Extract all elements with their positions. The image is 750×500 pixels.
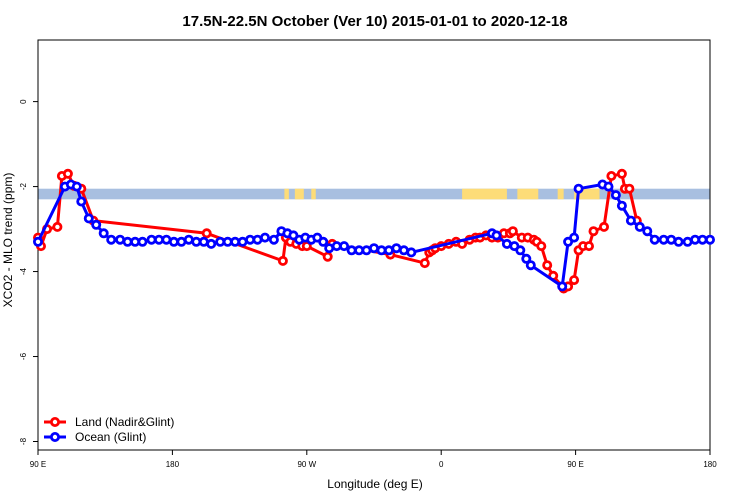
data-point <box>603 181 614 192</box>
data-point <box>277 255 288 266</box>
data-point <box>610 190 621 201</box>
data-point <box>98 228 109 239</box>
data-point <box>91 219 102 230</box>
data-point <box>588 226 599 237</box>
data-point <box>268 234 279 245</box>
data-point <box>137 236 148 247</box>
data-point <box>406 247 417 258</box>
data-point <box>616 200 627 211</box>
y-axis-label: XCO2 - MLO trend (ppm) <box>1 173 15 308</box>
data-point <box>62 168 73 179</box>
data-point <box>83 213 94 224</box>
series-land <box>33 168 642 294</box>
data-point <box>673 236 684 247</box>
land-mask-band <box>38 188 710 200</box>
data-point <box>634 221 645 232</box>
data-point <box>542 260 553 271</box>
y-tick-label: -8 <box>19 437 28 445</box>
data-point <box>259 232 270 243</box>
x-tick-label: 90 E <box>30 460 46 469</box>
data-point <box>557 281 568 292</box>
land-segment <box>517 188 539 200</box>
legend: Land (Nadir&Glint) Ocean (Glint) <box>44 415 174 444</box>
data-point <box>33 236 44 247</box>
y-tick-label: -4 <box>19 267 28 275</box>
data-point <box>491 230 502 241</box>
legend-ocean-label: Ocean (Glint) <box>75 430 146 444</box>
x-tick-label: 180 <box>703 460 717 469</box>
data-point <box>569 232 580 243</box>
data-point <box>573 183 584 194</box>
data-point <box>206 238 217 249</box>
data-point <box>606 170 617 181</box>
land-segment <box>311 188 316 200</box>
land-segment <box>557 188 564 200</box>
y-tick-label: 0 <box>19 99 28 104</box>
y-tick-label: -2 <box>19 182 28 190</box>
data-point <box>599 221 610 232</box>
data-point <box>71 181 82 192</box>
y-axis: 0 -2 -4 -6 -8 <box>19 99 38 445</box>
legend-ocean-marker <box>50 431 61 442</box>
x-tick-label: 90 W <box>297 460 316 469</box>
x-axis: 90 E 180 90 W 0 90 E 180 <box>30 450 717 469</box>
series-layer <box>33 168 716 294</box>
data-point <box>507 226 518 237</box>
series-ocean <box>33 179 716 292</box>
data-point <box>624 183 635 194</box>
data-point <box>76 196 87 207</box>
x-axis-label: Longitude (deg E) <box>327 477 422 491</box>
data-point <box>616 168 627 179</box>
chart-title: 17.5N-22.5N October (Ver 10) 2015-01-01 … <box>182 13 567 30</box>
data-point <box>301 241 312 252</box>
land-segment <box>462 188 507 200</box>
data-point <box>521 253 532 264</box>
y-tick-label: -6 <box>19 352 28 360</box>
x-tick-label: 180 <box>166 460 180 469</box>
ocean-band <box>38 188 710 200</box>
land-segment <box>284 188 289 200</box>
data-point <box>318 236 329 247</box>
data-point <box>106 234 117 245</box>
data-point <box>419 258 430 269</box>
data-point <box>569 275 580 286</box>
data-point <box>339 241 350 252</box>
data-point <box>201 228 212 239</box>
data-point <box>52 221 63 232</box>
data-point <box>642 226 653 237</box>
data-point <box>649 234 660 245</box>
x-tick-label: 0 <box>439 460 444 469</box>
legend-land-marker <box>50 416 61 427</box>
land-segment <box>574 188 600 200</box>
data-point <box>536 241 547 252</box>
data-point <box>584 241 595 252</box>
data-point <box>322 251 333 262</box>
land-segment <box>294 188 304 200</box>
data-point <box>705 234 716 245</box>
data-point <box>525 260 536 271</box>
data-point <box>515 245 526 256</box>
legend-land-label: Land (Nadir&Glint) <box>75 415 174 429</box>
data-point <box>625 215 636 226</box>
x-tick-label: 90 E <box>567 460 583 469</box>
